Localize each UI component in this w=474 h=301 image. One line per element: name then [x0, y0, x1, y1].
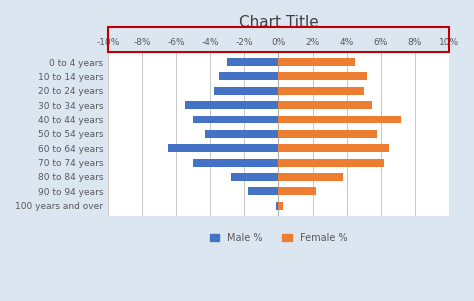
Bar	[278, 188, 316, 195]
Bar	[278, 144, 389, 152]
Bar	[214, 87, 278, 95]
Bar	[276, 202, 278, 210]
Bar	[205, 130, 278, 138]
Bar	[227, 58, 278, 66]
Bar	[248, 188, 278, 195]
Bar	[278, 202, 283, 210]
Bar	[193, 159, 278, 166]
Title: Chart Title: Chart Title	[238, 15, 318, 30]
Bar	[278, 159, 384, 166]
Legend: Male %, Female %: Male %, Female %	[206, 229, 351, 247]
Bar	[278, 73, 367, 80]
Bar	[278, 130, 377, 138]
Bar	[278, 87, 364, 95]
Bar	[278, 58, 355, 66]
Bar	[231, 173, 278, 181]
Bar	[278, 101, 372, 109]
Bar	[278, 173, 343, 181]
Bar	[193, 116, 278, 123]
Bar	[184, 101, 278, 109]
Bar	[219, 73, 278, 80]
Bar	[167, 144, 278, 152]
Bar	[278, 116, 401, 123]
